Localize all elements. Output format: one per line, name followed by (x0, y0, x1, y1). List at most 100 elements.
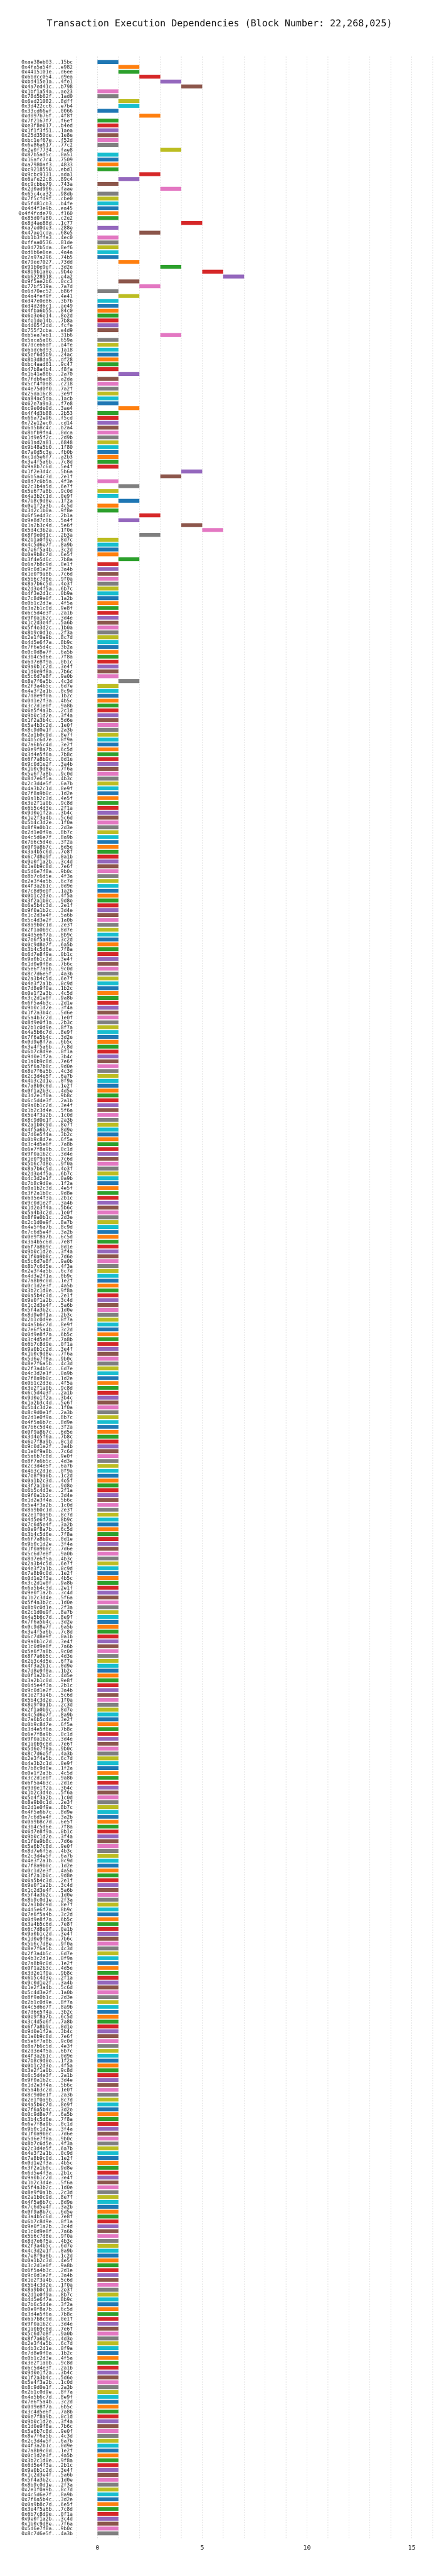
tx-execution-bar (97, 976, 119, 980)
tx-hash-label: 0x5ef6d5b9...24ac (21, 352, 73, 358)
tx-execution-bar (97, 1113, 119, 1117)
tx-execution-bar (97, 1371, 119, 1375)
tx-hash-label: 0x7c6d5e4f...3a2b (21, 2204, 73, 2210)
tx-hash-label: 0x3e2f1a0b...9c8d (21, 1385, 73, 1391)
tx-hash-label: 0x6f5e4d3c...2b1a (21, 513, 73, 518)
tx-hash-label: 0x0a1b2c3d...4e5f (21, 1186, 73, 1191)
tx-hash-label: 0x3e2f1a0b...9c8d (21, 2360, 73, 2366)
tx-hash-label: 0x6afe22c8...89c4 (21, 176, 73, 182)
tx-hash-label: 0x0c9d8e7f...6a5b (21, 649, 73, 655)
tx-hash-label: 0x6bdcc054...d9ea (21, 74, 73, 80)
tx-hash-label: 0x4e3f2a1b...0c9d (21, 1858, 73, 1864)
tx-hash-label: 0x0d72b5da...8ef6 (21, 245, 73, 250)
tx-hash-label: 0x4c3d2e1f...0a9b (21, 1176, 73, 1181)
tx-execution-bar (97, 664, 119, 668)
tx-execution-bar (97, 2093, 119, 2097)
tx-hash-label: 0x3c4d5e6f...7a8b (21, 2019, 73, 2025)
tx-hash-label: 0x16afc7c4...7509 (21, 157, 73, 163)
tx-hash-label: 0x6c7d8e9f...0a1b (21, 854, 73, 859)
tx-hash-label: 0x66a72e96...f5cd (21, 416, 73, 421)
tx-execution-bar (97, 801, 119, 805)
tx-execution-bar (97, 367, 119, 372)
tx-execution-bar (97, 352, 119, 357)
tx-execution-bar (97, 669, 119, 674)
tx-execution-bar (97, 1088, 119, 1093)
tx-execution-bar (97, 1556, 119, 1561)
tx-execution-bar (97, 196, 119, 201)
tx-execution-bar (181, 221, 203, 225)
tx-hash-label: 0x8a7b6c5d...4e3f (21, 2043, 73, 2049)
tx-hash-label: 0x72e12ec0...cd14 (21, 420, 73, 426)
tx-hash-label: 0x9d0e1f2a...3b4c (21, 1785, 73, 1791)
tx-execution-bar (97, 854, 119, 859)
tx-execution-bar (97, 562, 119, 566)
tx-execution-bar (97, 1464, 119, 1468)
tx-execution-bar (97, 1756, 119, 1761)
tx-hash-label: 0x8a9b0c1d...2e3f (21, 922, 73, 928)
tx-execution-bar (97, 1907, 119, 1912)
tx-execution-bar (97, 1323, 119, 1327)
tx-execution-bar (97, 1532, 119, 1537)
tx-execution-bar (97, 1351, 119, 1356)
tx-hash-label: 0x77bf519a...7a7d (21, 284, 73, 289)
tx-execution-bar (97, 1829, 119, 1833)
tx-hash-label: 0x3e2f1a0b...9c8d (21, 800, 73, 806)
tx-hash-label: 0x9c0d1e2f...3a4b (21, 566, 73, 572)
tx-execution-bar (97, 435, 119, 439)
tx-hash-label: 0x3c4d5e6f...7a8b (21, 1336, 73, 1342)
tx-execution-bar (97, 2078, 119, 2083)
tx-execution-bar (97, 1951, 119, 1956)
tx-hash-label: 0x6a5b4c3d...2e1f (21, 1585, 73, 1591)
tx-hash-label: 0xd4d2d6c1...ae49 (21, 303, 73, 309)
tx-hash-label: 0x9a0b1c2d...3e4f (21, 957, 73, 962)
tx-execution-bar (97, 884, 119, 888)
tx-execution-bar (97, 2248, 119, 2253)
tx-hash-label: 0x6f5a4b3c...2d1e (21, 1780, 73, 1786)
tx-execution-bar (97, 1249, 119, 1253)
tx-execution-bar (97, 2132, 119, 2136)
tx-execution-bar (97, 2341, 119, 2346)
tx-hash-label: 0x5c6d7e8f...9a0b (21, 674, 73, 679)
tx-execution-bar (97, 362, 119, 367)
tx-execution-bar (97, 1361, 119, 1366)
tx-execution-bar (97, 722, 119, 727)
tx-execution-bar (97, 1912, 119, 1916)
tx-execution-bar (97, 2136, 119, 2141)
tx-hash-label: 0x9b0c1d2e...3f4a (21, 2126, 73, 2132)
tx-hash-label: 0x9a0b1c2d...3e4f (21, 1639, 73, 1645)
tx-hash-label: 0x3d422cc6...e7b4 (21, 104, 73, 109)
tx-hash-label: 0x7a6b5c4d...3e2f (21, 1717, 73, 1722)
tx-hash-label: 0x5b4c3d2e...1f0a (21, 2282, 73, 2288)
tx-execution-bar (97, 581, 119, 586)
tx-hash-label: 0x1b0c9d8e...7f6a (21, 766, 73, 772)
tx-hash-label: 0x5a6b7c8d...9e0f (21, 1454, 73, 1459)
tx-hash-label: 0x6f7a8b9c...0d1e (21, 2024, 73, 2029)
tx-hash-label: 0x3c4d5e6f...7a8b (21, 2409, 73, 2415)
tx-execution-bar (97, 2419, 119, 2423)
tx-hash-label: 0x9a0b1c2d...3e4f (21, 1931, 73, 1937)
tx-hash-label: 0x4d4f3e9b...ea45 (21, 206, 73, 212)
tx-execution-bar (97, 206, 119, 210)
tx-hash-label: 0x0f1a2b3c...4d5e (21, 1965, 73, 1971)
tx-hash-label: 0x7a8b9c0d...1e2f (21, 1960, 73, 1966)
tx-execution-bar (97, 299, 119, 303)
tx-hash-label: 0x4a5b6c7d...8e9f (21, 2394, 73, 2400)
tx-execution-bar (97, 2053, 119, 2058)
tx-execution-bar (118, 484, 140, 488)
tx-execution-bar (97, 1839, 119, 1843)
tx-hash-label: 0x9f0a1b2c...3d4e (21, 2321, 73, 2327)
tx-execution-bar (97, 991, 119, 996)
tx-hash-label: 0x6b7c8d9e...0f1a (21, 2219, 73, 2224)
tx-execution-bar (97, 674, 119, 679)
chart-title: Transaction Execution Dependencies (Bloc… (46, 18, 393, 29)
tx-hash-label: 0x3f2a1b0c...9d8e (21, 2165, 73, 2171)
tx-execution-bar (97, 1542, 119, 1546)
tx-hash-label: 0x1c2d3e4f...5a6b (21, 913, 73, 918)
tx-hash-label: 0x2d3e4f5a...6b7c (21, 1171, 73, 1176)
tx-execution-bar (97, 1030, 119, 1034)
tx-execution-bar (97, 1142, 119, 1146)
tx-execution-bar (97, 1298, 119, 1302)
tx-hash-label: 0x62e7a9a3...f7e8 (21, 400, 73, 406)
tx-hash-label: 0x9a8b7c6d...5e4f (21, 464, 73, 470)
tx-execution-bar (97, 225, 119, 230)
